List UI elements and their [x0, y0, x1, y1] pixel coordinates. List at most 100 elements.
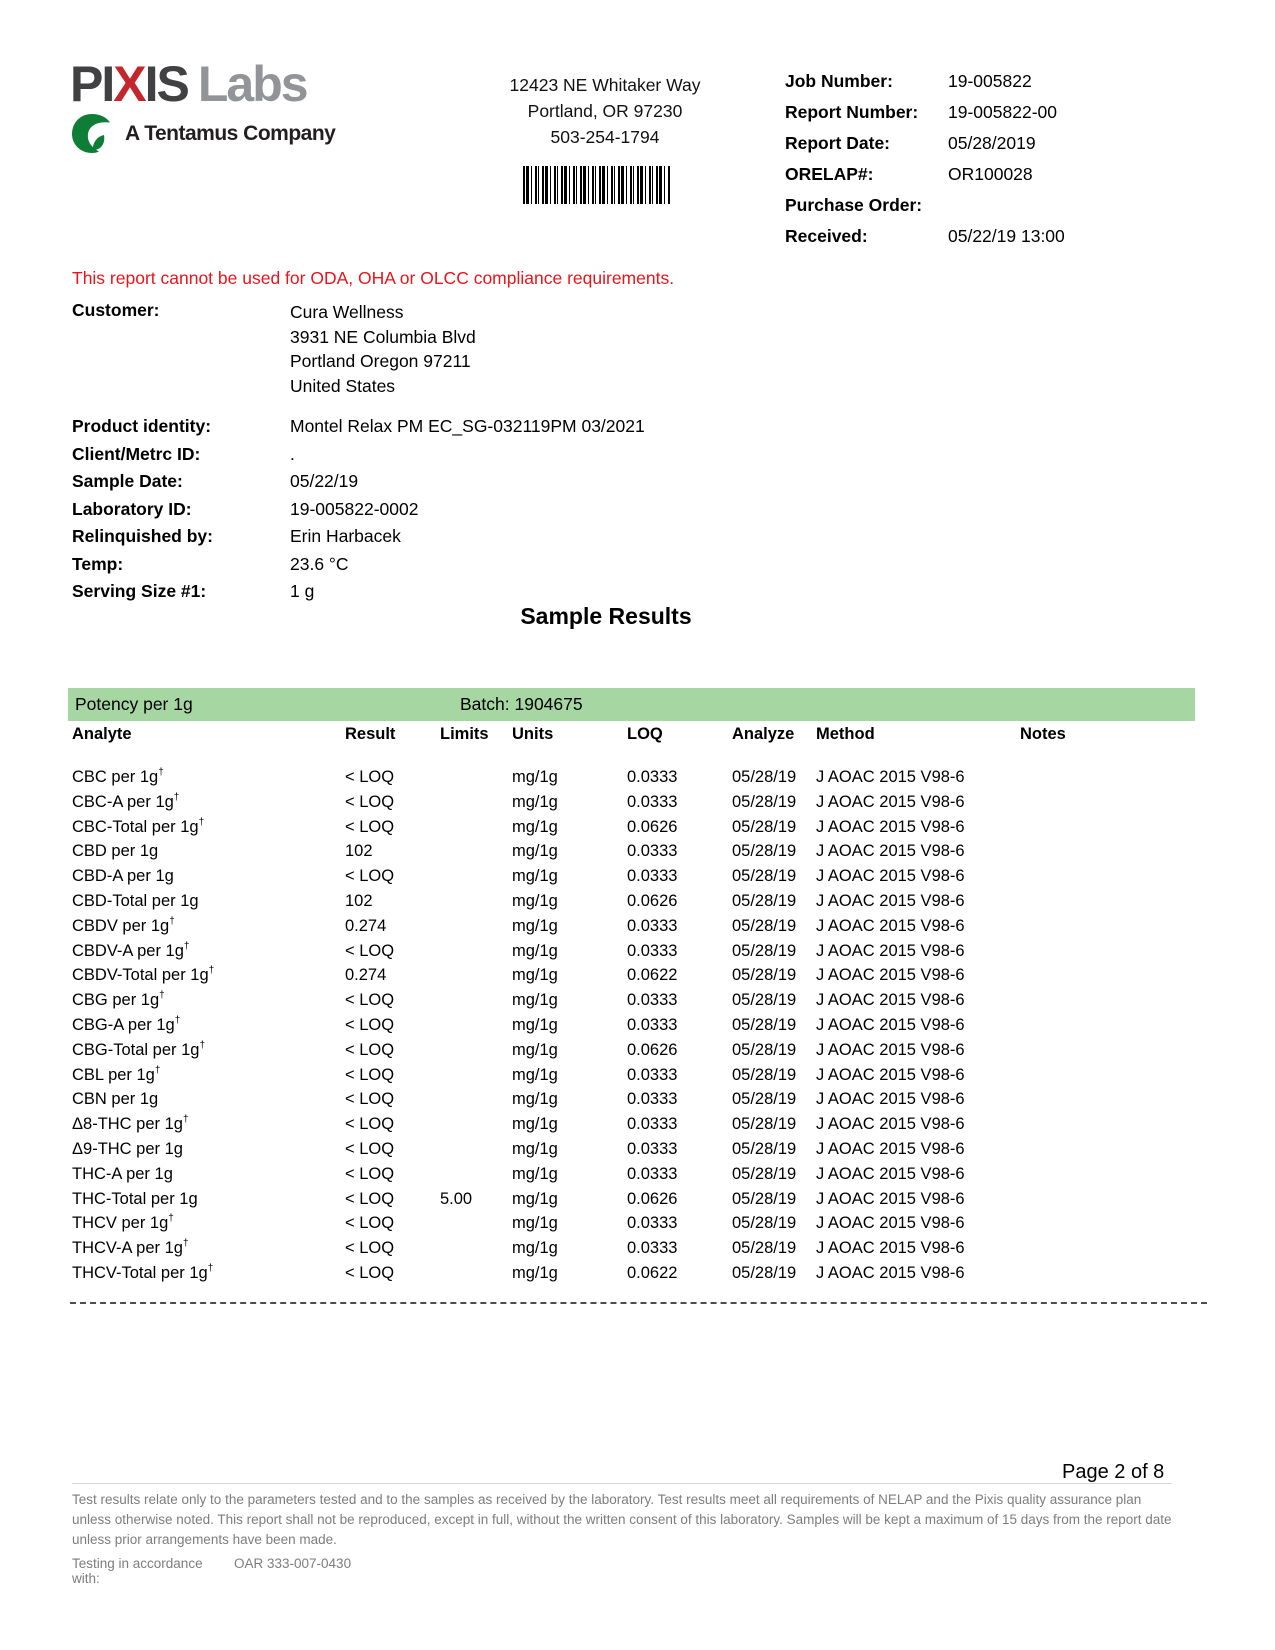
dashed-separator	[70, 1302, 1207, 1304]
cell-analyze: 05/28/19	[732, 1115, 797, 1134]
report-number-value: 19-005822-00	[948, 102, 1057, 122]
column-method: Method	[816, 725, 875, 743]
cell-units: mg/1g	[512, 1214, 558, 1233]
logo-text-x: X	[113, 56, 146, 112]
table-row: CBC-Total per 1g† < LOQ mg/1g 0.0626 05/28/1…	[72, 816, 1140, 843]
cell-loq: 0.0333	[627, 1164, 678, 1183]
job-info-block: Job Number: 19-005822 Report Number: 19-00…	[785, 66, 1065, 252]
cell-loq: 0.0333	[627, 1090, 678, 1109]
barcode-icon	[523, 166, 671, 204]
potency-section-bar: Potency per 1g Batch: 1904675	[68, 688, 1195, 721]
cell-limits	[440, 1239, 512, 1264]
cell-units: mg/1g	[512, 916, 558, 935]
table-row: CBC-A per 1g† < LOQ mg/1g 0.0333 05/28/19 J A…	[72, 792, 1140, 818]
logo-tagline: A Tentamus Company	[70, 113, 336, 154]
cell-method: J AOAC 2015 V98-6	[816, 1214, 965, 1233]
column-units: Units	[512, 725, 554, 743]
report-date-value: 05/28/2019	[948, 133, 1036, 153]
logo-wordmark: PIXIS Labs	[70, 58, 335, 110]
cell-limits	[440, 1090, 512, 1115]
cell-method: J AOAC 2015 V98-6	[816, 842, 965, 861]
cell-method: J AOAC 2015 V98-6	[816, 768, 965, 786]
cell-loq: 0.0622	[627, 966, 678, 985]
product-identity-label: Product identity:	[72, 416, 212, 436]
cell-result: < LOQ	[345, 941, 395, 960]
cell-notes	[1020, 842, 1140, 867]
table-row: CBDV-A per 1g† < LOQ mg/1g 0.0333 05/28/19 J …	[72, 941, 1140, 967]
cell-loq: 0.0622	[627, 1263, 678, 1282]
cell-units: mg/1g	[512, 1263, 558, 1282]
cell-result: < LOQ	[345, 1090, 395, 1109]
cell-analyte: CBC per 1g†	[72, 767, 164, 787]
relinquished-by-value: Erin Harbacek	[290, 526, 401, 546]
cell-loq: 0.0626	[627, 1189, 678, 1208]
cell-analyze: 05/28/19	[732, 1015, 797, 1034]
cell-analyte: CBG-A per 1g†	[72, 1014, 181, 1034]
cell-notes	[1020, 793, 1140, 818]
cell-limits	[440, 991, 512, 1016]
cell-loq: 0.0333	[627, 941, 678, 960]
cell-analyze: 05/28/19	[732, 1263, 797, 1282]
cell-analyte: THCV-Total per 1g†	[72, 1262, 214, 1282]
logo-text-is: IS	[144, 56, 190, 112]
cell-method: J AOAC 2015 V98-6	[816, 891, 965, 910]
cell-analyte: CBDV per 1g†	[72, 915, 175, 935]
cell-limits	[440, 1066, 512, 1091]
table-row: CBD-Total per 1g 102 mg/1g 0.0626 05/28/19 J …	[72, 892, 1140, 917]
logo-text-pi: PI	[70, 56, 115, 112]
cell-method: J AOAC 2015 V98-6	[816, 1164, 965, 1183]
cell-analyze: 05/28/19	[732, 817, 797, 836]
cell-loq: 0.0333	[627, 1139, 678, 1158]
received-label: Received:	[785, 226, 868, 246]
customer-country: United States	[290, 375, 396, 396]
cell-result: < LOQ	[345, 792, 395, 811]
cell-result: < LOQ	[345, 1263, 395, 1282]
cell-analyze: 05/28/19	[732, 1065, 797, 1084]
cell-limits	[440, 1264, 512, 1289]
cell-analyte: CBC-Total per 1g†	[72, 816, 205, 836]
customer-city: Portland Oregon 97211	[290, 351, 471, 371]
cell-result: < LOQ	[345, 1164, 395, 1183]
sample-info-block: Product identity: Montel Relax PM EC_SG-0…	[72, 413, 645, 606]
cell-result: 102	[345, 842, 373, 861]
cell-analyze: 05/28/19	[732, 941, 797, 960]
cell-notes	[1020, 1066, 1140, 1091]
cell-analyte: THCV-A per 1g†	[72, 1238, 189, 1258]
cell-limits	[440, 892, 512, 917]
cell-units: mg/1g	[512, 768, 558, 786]
results-rows: CBC per 1g† < LOQ mg/1g 0.0333 05/28/19 J AOA…	[72, 768, 1140, 1289]
report-number-label: Report Number:	[785, 102, 919, 122]
cell-analyte: CBN per 1g	[72, 1090, 159, 1109]
cell-notes	[1020, 1190, 1140, 1215]
cell-method: J AOAC 2015 V98-6	[816, 966, 965, 985]
relinquished-by-label: Relinquished by:	[72, 526, 213, 546]
cell-analyze: 05/28/19	[732, 867, 797, 886]
cell-notes	[1020, 892, 1140, 917]
cell-analyte: THCV per 1g†	[72, 1213, 174, 1233]
cell-loq: 0.0626	[627, 1040, 678, 1059]
cell-units: mg/1g	[512, 1040, 558, 1059]
cell-result: < LOQ	[345, 1189, 395, 1208]
job-number-value: 19-005822	[948, 71, 1032, 91]
cell-analyte: CBG-Total per 1g†	[72, 1039, 206, 1059]
column-analyze: Analyze	[732, 725, 795, 743]
cell-limits	[440, 966, 512, 991]
customer-name: Cura Wellness	[290, 302, 404, 322]
cell-loq: 0.0333	[627, 842, 678, 861]
cell-loq: 0.0333	[627, 1214, 678, 1233]
cell-result: < LOQ	[345, 768, 395, 786]
cell-method: J AOAC 2015 V98-6	[816, 867, 965, 886]
cell-analyte: Δ8-THC per 1g†	[72, 1114, 189, 1134]
lab-address: 12423 NE Whitaker Way Portland, OR 97230…	[455, 72, 755, 150]
column-notes: Notes	[1020, 725, 1066, 743]
cell-result: < LOQ	[345, 1139, 395, 1158]
cell-limits	[440, 842, 512, 867]
cell-method: J AOAC 2015 V98-6	[816, 817, 965, 836]
report-date-label: Report Date:	[785, 133, 891, 153]
cell-analyze: 05/28/19	[732, 916, 797, 935]
client-metrc-label: Client/Metrc ID:	[72, 443, 201, 464]
cell-loq: 0.0333	[627, 1015, 678, 1034]
table-row: CBDV-Total per 1g† 0.274 mg/1g 0.0622 05/28/…	[72, 966, 1140, 991]
table-row: Δ9-THC per 1g < LOQ mg/1g 0.0333 05/28/19 J A…	[72, 1140, 1140, 1165]
cell-method: J AOAC 2015 V98-6	[816, 1115, 965, 1134]
